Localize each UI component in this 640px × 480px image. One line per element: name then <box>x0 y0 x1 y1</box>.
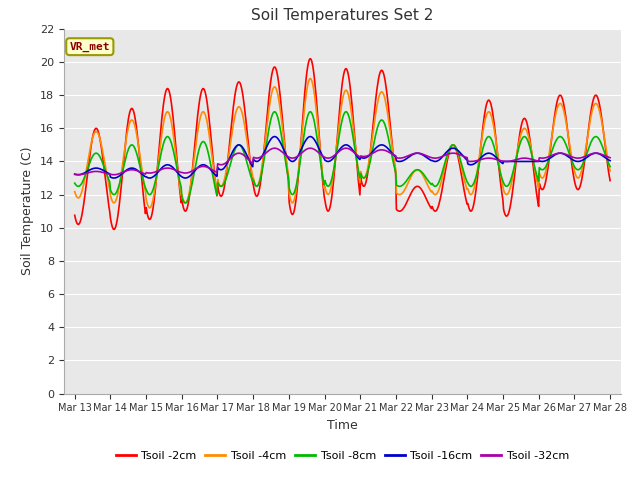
Tsoil -32cm <box>409 151 417 157</box>
Tsoil -2cm <box>136 161 144 167</box>
Tsoil -16cm <box>110 175 118 181</box>
Tsoil -8cm <box>182 200 189 206</box>
Legend: Tsoil -2cm, Tsoil -4cm, Tsoil -8cm, Tsoil -16cm, Tsoil -32cm: Tsoil -2cm, Tsoil -4cm, Tsoil -8cm, Tsoi… <box>111 446 573 466</box>
Line: Tsoil -4cm: Tsoil -4cm <box>75 79 610 208</box>
Tsoil -8cm <box>136 161 143 167</box>
Tsoil -4cm <box>71 189 79 194</box>
Tsoil -2cm <box>110 227 118 232</box>
Line: Tsoil -8cm: Tsoil -8cm <box>75 112 610 203</box>
Tsoil -4cm <box>306 76 314 82</box>
Tsoil -2cm <box>606 178 614 183</box>
Tsoil -2cm <box>71 213 79 218</box>
Y-axis label: Soil Temperature (C): Soil Temperature (C) <box>22 147 35 276</box>
Tsoil -8cm <box>191 168 198 173</box>
Tsoil -32cm <box>71 171 79 177</box>
Tsoil -4cm <box>606 168 614 174</box>
Tsoil -16cm <box>136 170 144 176</box>
Tsoil -16cm <box>81 170 88 176</box>
Tsoil -16cm <box>219 166 227 172</box>
Tsoil -8cm <box>81 175 88 180</box>
Tsoil -2cm <box>306 56 314 61</box>
X-axis label: Time: Time <box>327 419 358 432</box>
Tsoil -8cm <box>71 180 79 186</box>
Tsoil -16cm <box>606 158 614 164</box>
Tsoil -2cm <box>81 196 88 202</box>
Tsoil -2cm <box>219 191 227 196</box>
Tsoil -2cm <box>409 187 417 193</box>
Tsoil -32cm <box>606 155 614 160</box>
Tsoil -32cm <box>424 154 432 159</box>
Tsoil -16cm <box>191 168 198 174</box>
Tsoil -4cm <box>219 181 227 187</box>
Tsoil -32cm <box>136 169 144 175</box>
Tsoil -16cm <box>71 171 79 177</box>
Tsoil -4cm <box>424 184 432 190</box>
Tsoil -32cm <box>75 172 83 178</box>
Tsoil -32cm <box>191 167 198 172</box>
Tsoil -16cm <box>306 134 314 140</box>
Tsoil -8cm <box>219 182 227 188</box>
Title: Soil Temperatures Set 2: Soil Temperatures Set 2 <box>252 9 433 24</box>
Tsoil -2cm <box>424 201 432 206</box>
Line: Tsoil -2cm: Tsoil -2cm <box>75 59 610 229</box>
Line: Tsoil -32cm: Tsoil -32cm <box>75 148 610 175</box>
Tsoil -4cm <box>136 150 143 156</box>
Text: VR_met: VR_met <box>70 42 110 52</box>
Tsoil -8cm <box>342 109 349 115</box>
Tsoil -32cm <box>81 171 89 177</box>
Tsoil -8cm <box>409 169 417 175</box>
Tsoil -2cm <box>191 144 198 149</box>
Tsoil -32cm <box>342 145 349 151</box>
Tsoil -4cm <box>146 205 154 211</box>
Tsoil -4cm <box>191 152 198 157</box>
Tsoil -32cm <box>219 162 227 168</box>
Tsoil -16cm <box>424 156 432 162</box>
Tsoil -4cm <box>81 178 88 183</box>
Tsoil -8cm <box>606 164 614 169</box>
Tsoil -16cm <box>409 152 417 157</box>
Line: Tsoil -16cm: Tsoil -16cm <box>75 137 610 178</box>
Tsoil -8cm <box>424 178 432 184</box>
Tsoil -4cm <box>409 171 417 177</box>
